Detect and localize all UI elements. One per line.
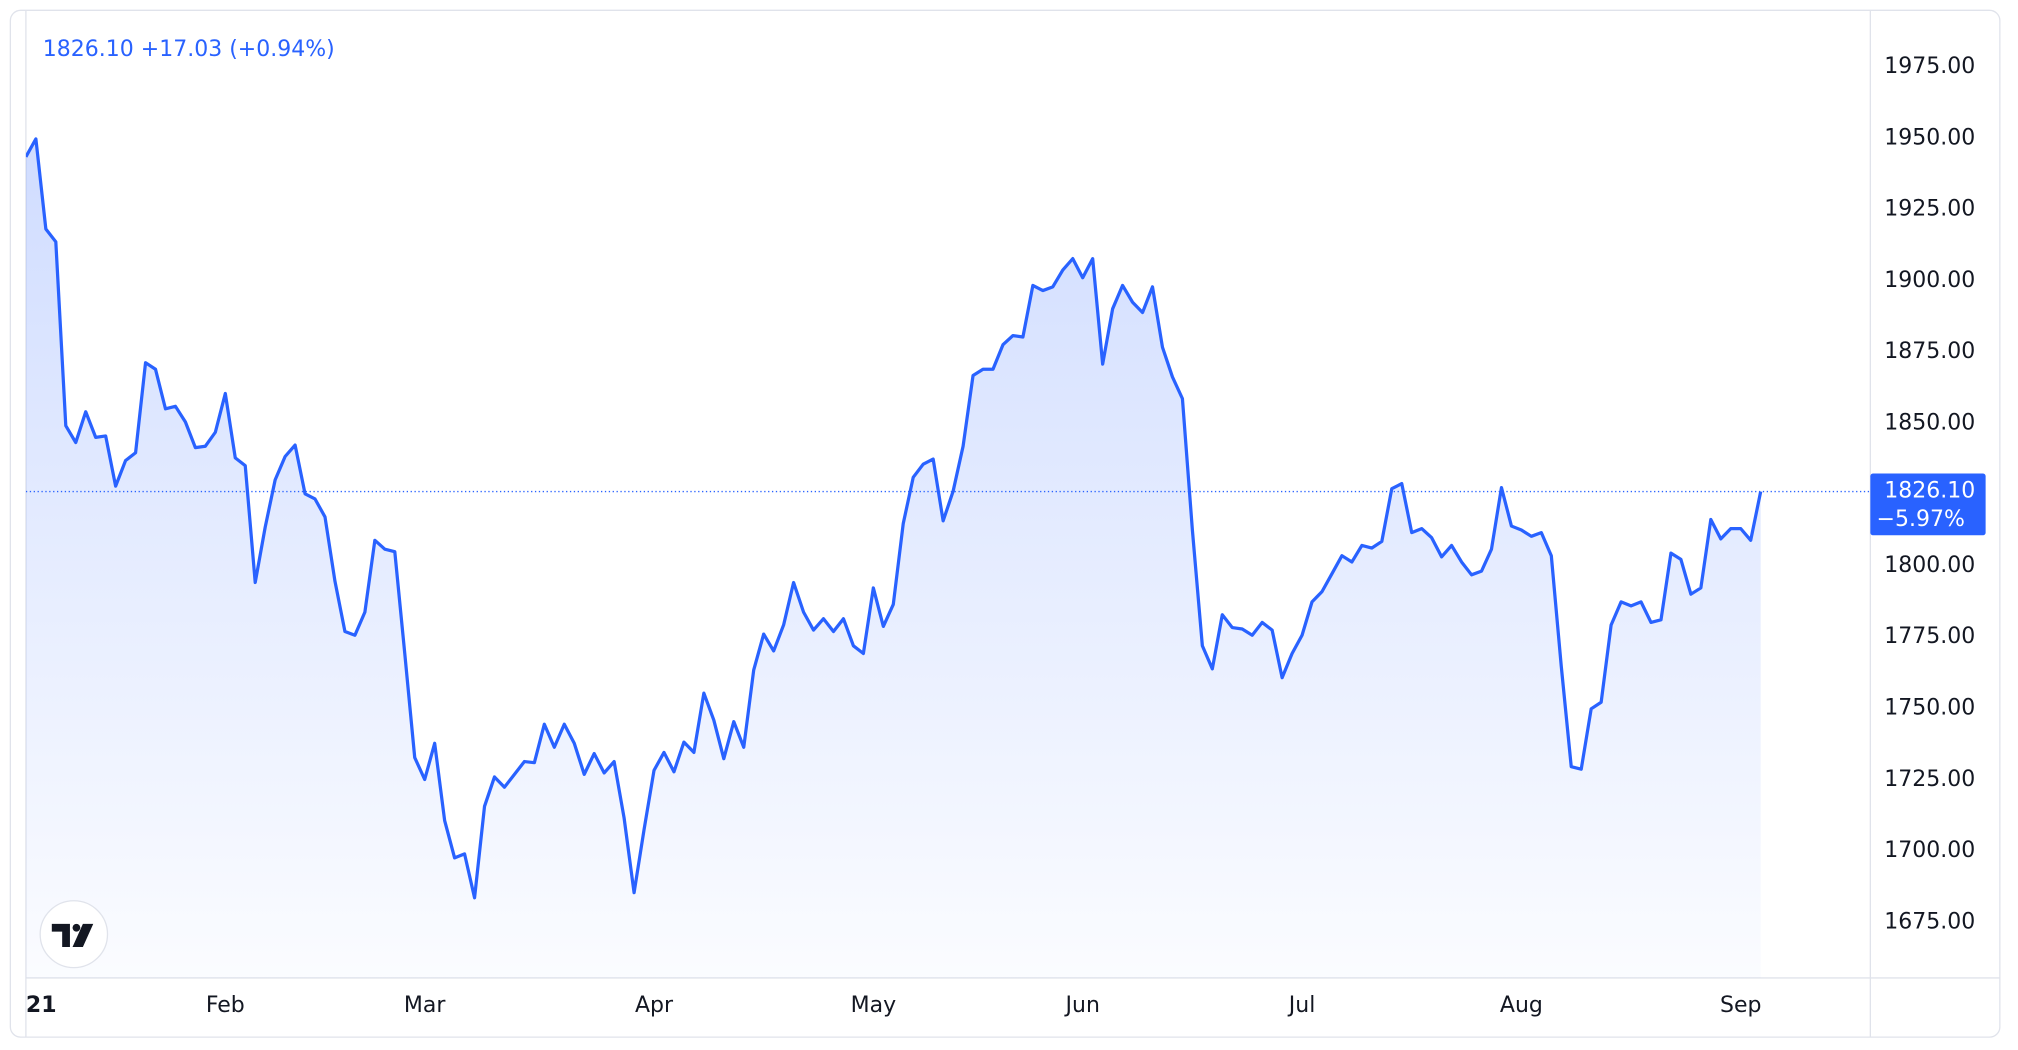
y-tick-label: 1850.00 [1884, 410, 1975, 435]
x-tick-label: Feb [206, 993, 245, 1018]
x-tick-label: Jul [1287, 993, 1316, 1018]
logo-dot [72, 923, 81, 932]
header-price: 1826.10 [43, 37, 134, 62]
header-change: +17.03 [141, 37, 222, 62]
logo-mark [51, 923, 94, 948]
header-change-pct: (+0.94%) [229, 37, 335, 62]
y-tick-label: 1725.00 [1884, 767, 1975, 792]
y-tick-label: 1675.00 [1884, 909, 1975, 934]
x-tick-label: Mar [404, 993, 447, 1018]
last-change-label: −5.97% [1877, 507, 1965, 532]
y-tick-label: 1750.00 [1884, 696, 1975, 721]
x-tick-label: Aug [1500, 993, 1543, 1018]
y-tick-label: 1775.00 [1884, 624, 1975, 649]
y-tick-label: 1950.00 [1884, 125, 1975, 150]
y-tick-label: 1875.00 [1884, 339, 1975, 364]
logo [39, 900, 109, 969]
x-tick-label: Apr [635, 993, 674, 1018]
area-fill [25, 138, 1761, 978]
x-tick-label: Sep [1720, 993, 1761, 1018]
y-tick-label: 1900.00 [1884, 268, 1975, 293]
plot [25, 137, 1871, 978]
last-price-label: 1826.10 [1884, 479, 1975, 504]
y-tick-label: 1800.00 [1884, 553, 1975, 578]
last-price-box [1870, 473, 1986, 536]
x-tick-label: Jun [1064, 993, 1100, 1018]
y-tick-label: 1700.00 [1884, 838, 1975, 863]
y-tick-label: 1925.00 [1884, 197, 1975, 222]
y-tick-label: 1975.00 [1884, 54, 1975, 79]
header-quote: 1826.10 +17.03 (+0.94%) [43, 37, 335, 62]
x-tick-label: 21 [26, 993, 57, 1018]
logo-circle [39, 900, 109, 969]
x-tick-label: May [851, 993, 897, 1018]
price-line [25, 137, 1763, 900]
axes: 1675.00 1700.00 1725.00 1750.00 1775.00 1800.… [26, 54, 1986, 1018]
